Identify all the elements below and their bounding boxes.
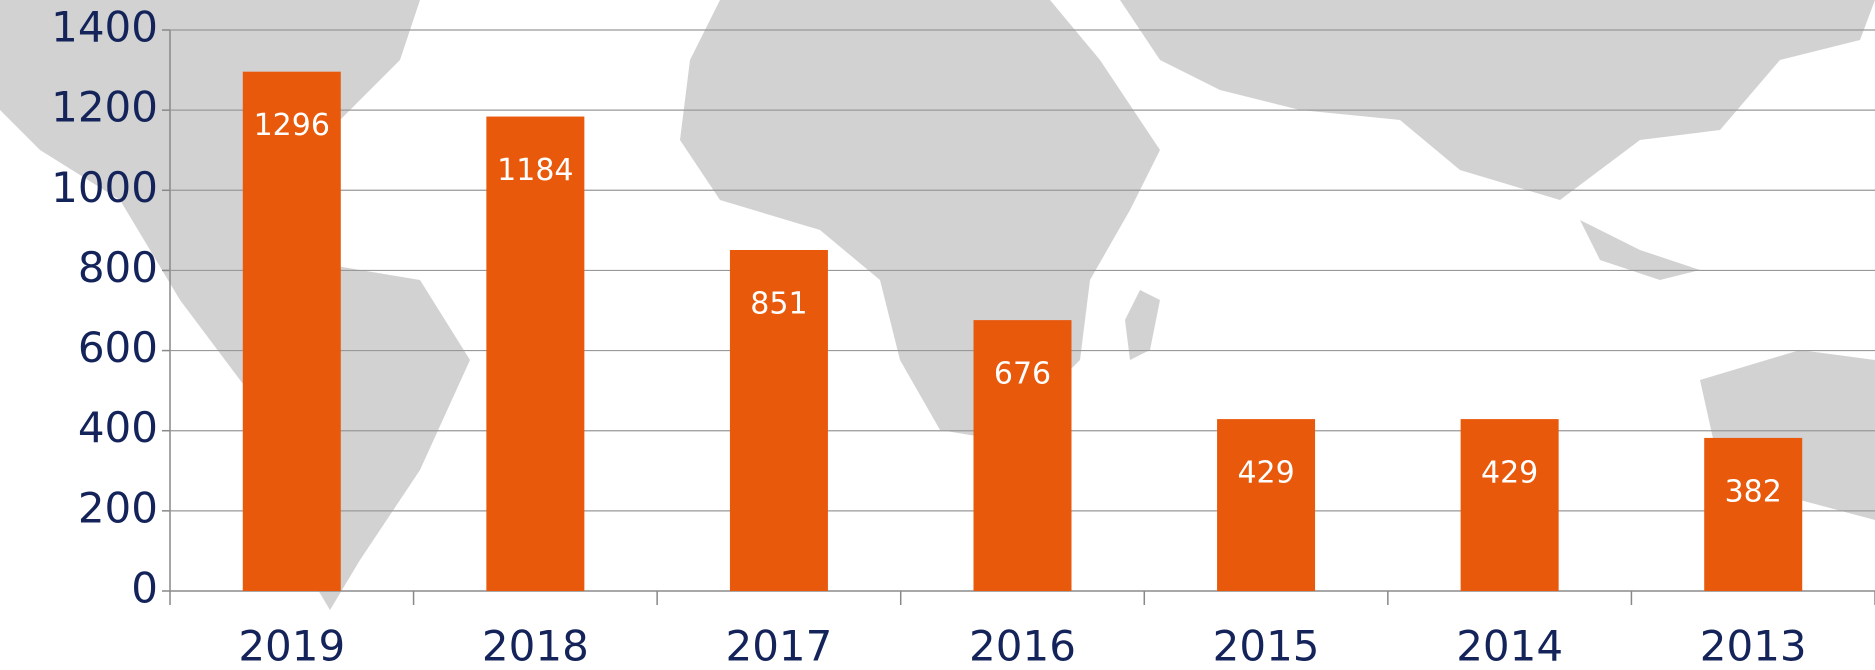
value-label: 676 — [994, 357, 1051, 392]
bar — [1460, 419, 1559, 591]
bar — [729, 249, 828, 592]
y-tick-label: 200 — [78, 483, 158, 532]
value-label: 1184 — [497, 153, 573, 188]
y-tick-label: 800 — [78, 243, 158, 292]
y-tick-label: 400 — [78, 403, 158, 452]
y-tick-label: 1000 — [51, 163, 158, 212]
bar — [486, 116, 585, 591]
x-tick-label: 2017 — [725, 622, 832, 670]
value-label: 851 — [750, 286, 807, 321]
value-label: 429 — [1481, 456, 1538, 491]
y-tick-label: 600 — [78, 323, 158, 372]
y-tick-label: 0 — [131, 564, 158, 613]
value-label: 429 — [1237, 456, 1294, 491]
x-tick-label: 2018 — [482, 622, 589, 670]
x-tick-label: 2014 — [1456, 622, 1563, 670]
bar — [1704, 437, 1803, 591]
x-tick-label: 2015 — [1213, 622, 1320, 670]
x-tick-label: 2019 — [238, 622, 345, 670]
value-label: 1296 — [254, 108, 330, 143]
y-tick-label: 1400 — [51, 3, 158, 52]
y-tick-label: 1200 — [51, 83, 158, 132]
value-label: 382 — [1725, 474, 1782, 509]
bar — [242, 71, 341, 591]
bar — [1217, 419, 1316, 591]
x-tick-label: 2013 — [1700, 622, 1807, 670]
bar — [973, 320, 1072, 591]
x-tick-label: 2016 — [969, 622, 1076, 670]
